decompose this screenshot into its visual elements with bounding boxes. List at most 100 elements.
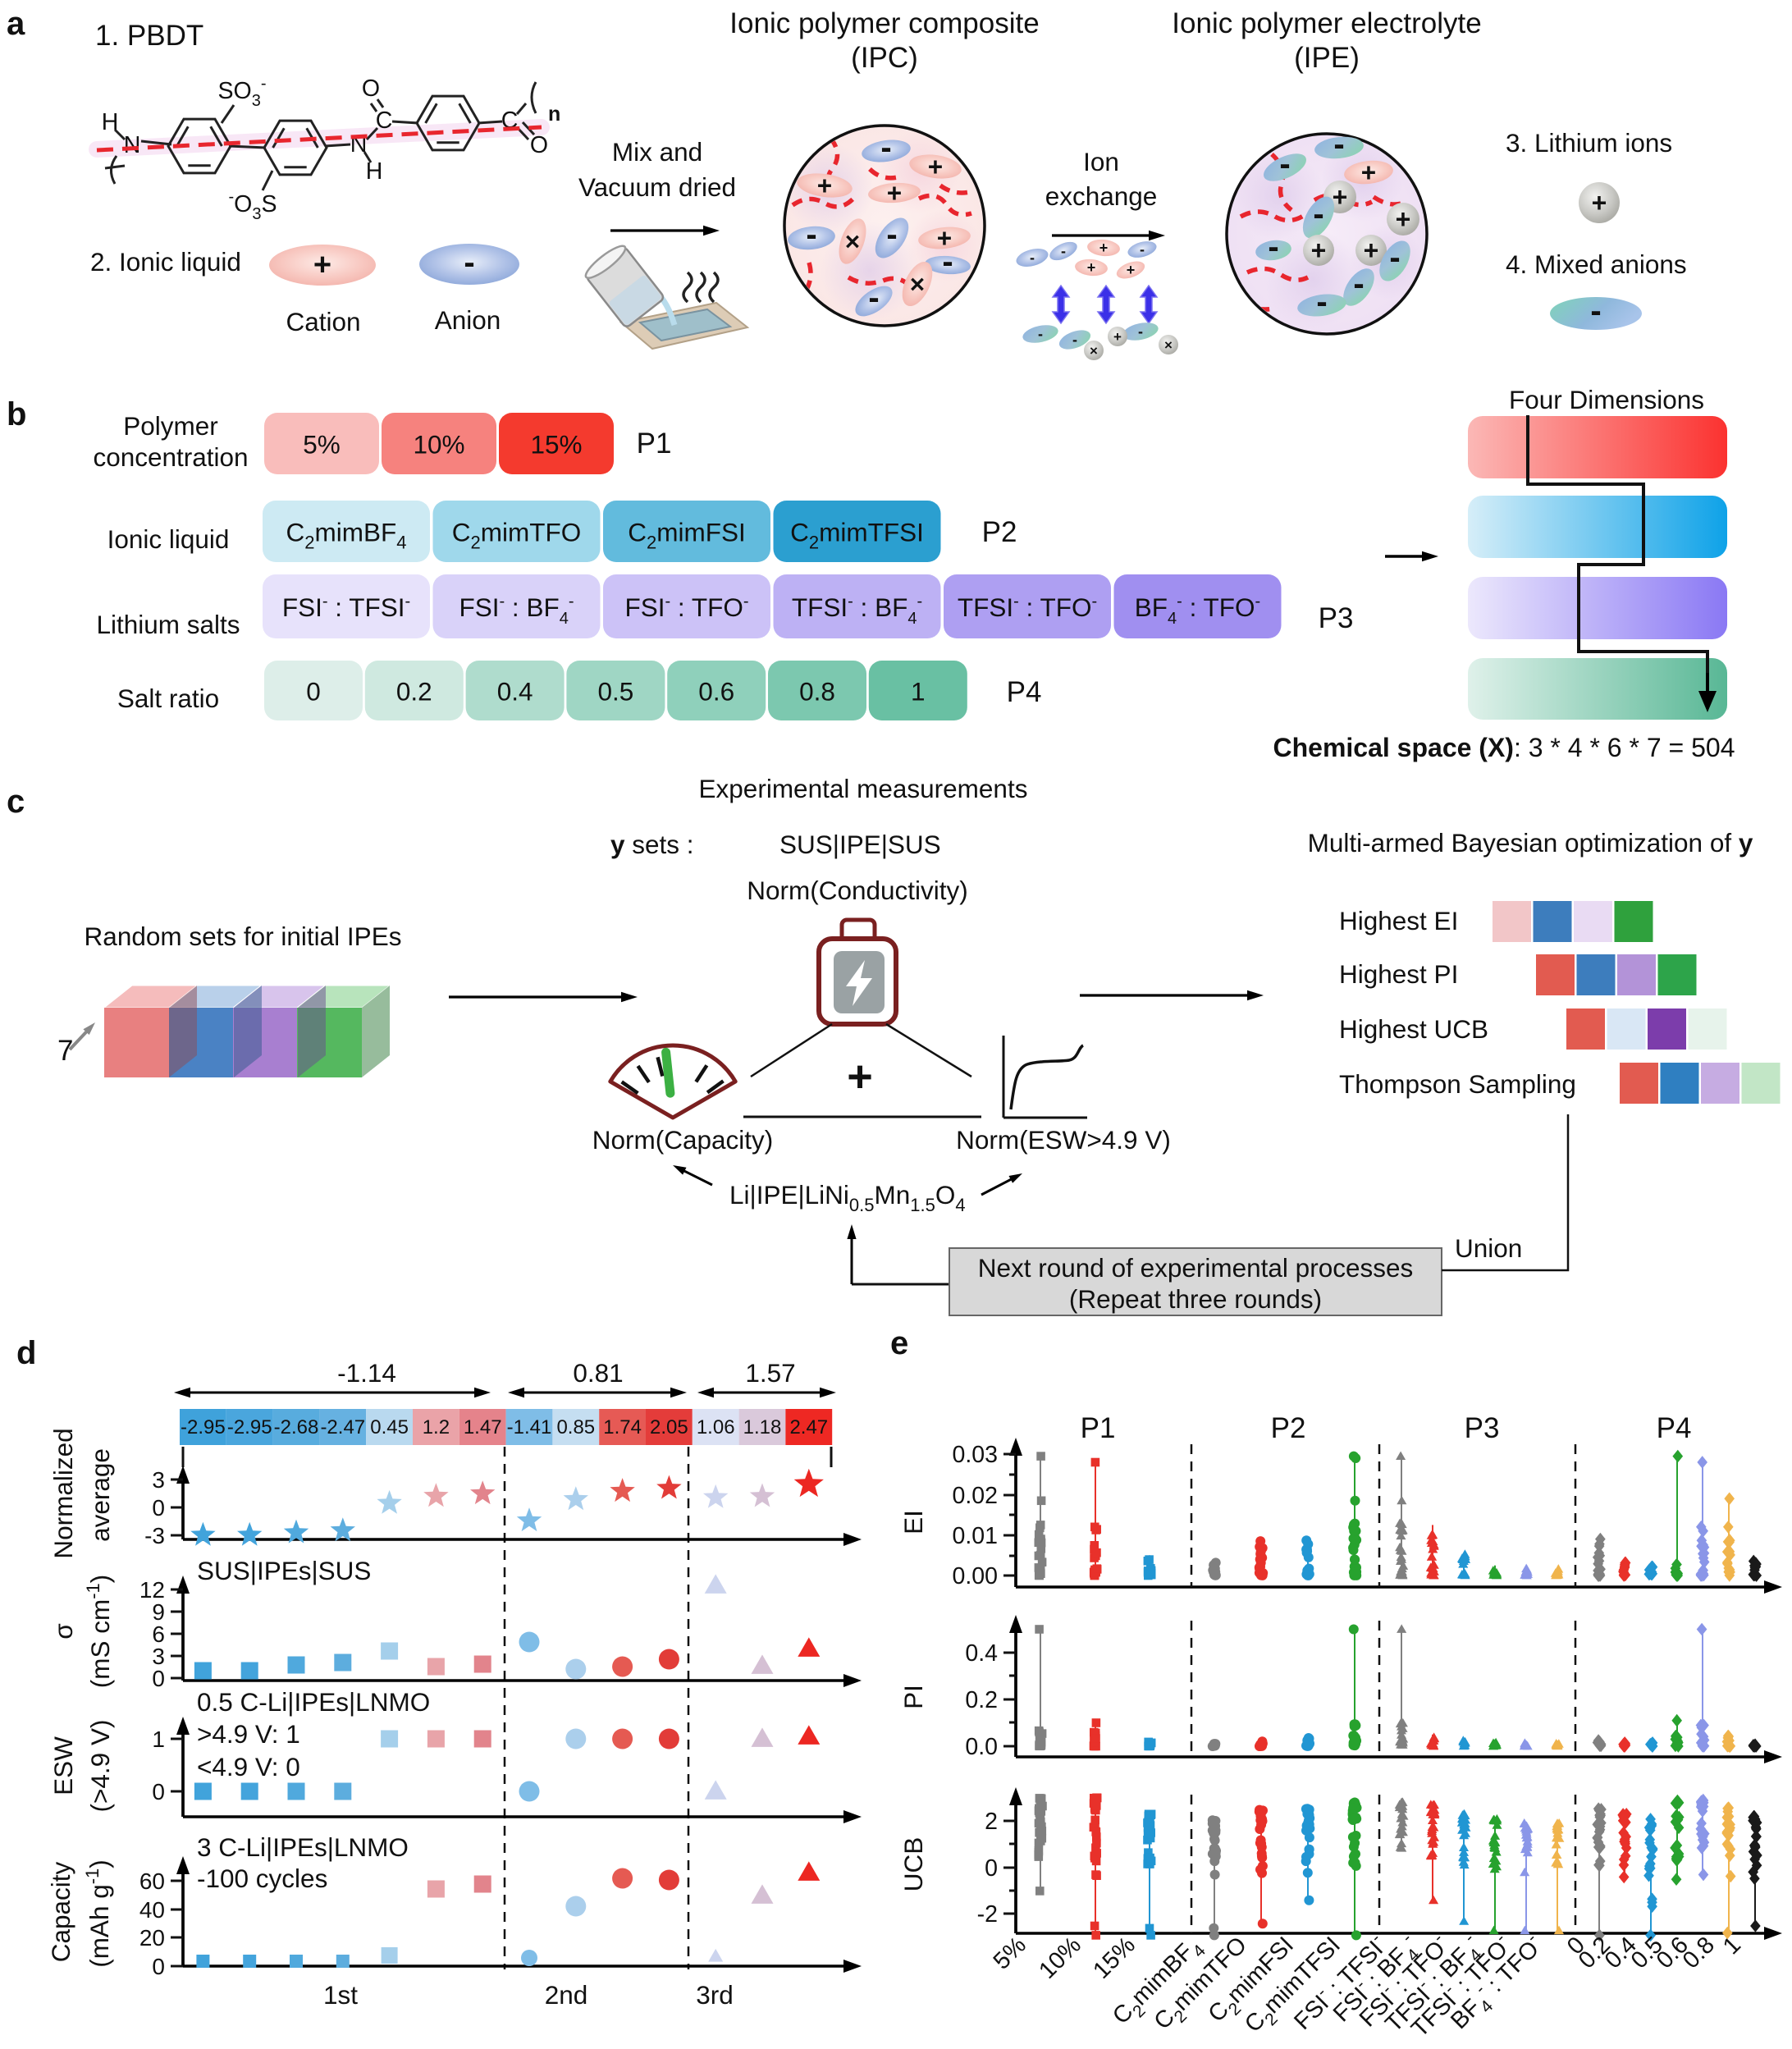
svg-text:0.85: 0.85 <box>556 1416 595 1438</box>
svg-text:-: - <box>464 245 474 281</box>
svg-text:+: + <box>1364 236 1379 265</box>
svg-text:-: - <box>1138 323 1143 340</box>
svg-text:+: + <box>1333 182 1348 212</box>
svg-text:1.2: 1.2 <box>423 1416 450 1438</box>
svg-text:Norm(Capacity): Norm(Capacity) <box>592 1125 774 1155</box>
svg-text:ESW: ESW <box>48 1736 78 1795</box>
svg-text:15%: 15% <box>530 430 582 460</box>
svg-text:-2.47: -2.47 <box>320 1416 365 1438</box>
svg-text:PI: PI <box>898 1685 928 1709</box>
svg-text:1.74: 1.74 <box>603 1416 642 1438</box>
svg-text:+: + <box>817 171 832 200</box>
svg-text:0.0: 0.0 <box>965 1734 998 1760</box>
svg-text:C2mimFSI: C2mimFSI <box>628 518 745 553</box>
svg-text:1.06: 1.06 <box>697 1416 735 1438</box>
svg-text:Ionic polymer electrolyte: Ionic polymer electrolyte <box>1172 7 1481 39</box>
svg-text:-2.95: -2.95 <box>181 1416 226 1438</box>
svg-text:0.03: 0.03 <box>953 1442 998 1468</box>
svg-text:0: 0 <box>152 1666 165 1691</box>
svg-text:3. Lithium ions: 3. Lithium ions <box>1506 128 1672 158</box>
svg-text:1. PBDT: 1. PBDT <box>95 20 203 52</box>
svg-text:0.2: 0.2 <box>965 1687 998 1713</box>
svg-text:-: - <box>942 244 953 280</box>
svg-text:1.18: 1.18 <box>743 1416 782 1438</box>
svg-text:-O3S: -O3S <box>229 188 277 223</box>
svg-text:3: 3 <box>152 1644 165 1669</box>
svg-text:O: O <box>530 132 548 158</box>
svg-text:-: - <box>806 217 816 253</box>
svg-text:0.6: 0.6 <box>698 677 734 707</box>
svg-text:3 C-Li|IPEs|LNMO: 3 C-Li|IPEs|LNMO <box>197 1832 409 1862</box>
svg-text:Experimental measurements: Experimental measurements <box>699 774 1028 803</box>
svg-text:0.2: 0.2 <box>396 677 432 707</box>
svg-text:×: × <box>1164 337 1173 353</box>
svg-text:Anion: Anion <box>435 305 501 335</box>
svg-text:FSI- : TFSI-: FSI- : TFSI- <box>282 592 410 622</box>
svg-text:-100 cycles: -100 cycles <box>197 1864 327 1893</box>
svg-text:+: + <box>887 178 902 208</box>
svg-text:(IPC): (IPC) <box>851 42 918 74</box>
svg-text:+: + <box>937 223 952 253</box>
svg-text:1st: 1st <box>323 1980 358 2010</box>
svg-text:Ion: Ion <box>1083 147 1119 176</box>
svg-text:exchange: exchange <box>1045 181 1158 211</box>
svg-text:60: 60 <box>139 1868 165 1894</box>
svg-text:(>4.9 V): (>4.9 V) <box>85 1720 115 1813</box>
svg-text:-: - <box>1316 284 1327 320</box>
svg-text:Random sets for initial IPEs: Random sets for initial IPEs <box>85 922 402 951</box>
svg-text:6: 6 <box>152 1621 165 1647</box>
svg-text:<4.9 V: 0: <4.9 V: 0 <box>197 1752 300 1781</box>
svg-text:+: + <box>1361 158 1376 187</box>
svg-text:UCB: UCB <box>898 1837 928 1892</box>
svg-text:2nd: 2nd <box>545 1980 588 2010</box>
svg-text:P1: P1 <box>637 428 672 460</box>
svg-text:-: - <box>880 130 891 166</box>
svg-text:10%: 10% <box>413 430 464 460</box>
svg-text:0.45: 0.45 <box>370 1416 409 1438</box>
svg-text:C2mimTFSI: C2mimTFSI <box>790 518 924 553</box>
svg-text:-: - <box>1268 229 1278 265</box>
svg-text:0: 0 <box>306 677 321 707</box>
svg-text:e: e <box>890 1325 908 1361</box>
svg-text:(mS cm-1): (mS cm-1) <box>83 1575 115 1689</box>
svg-text:(mAh g-1): (mAh g-1) <box>82 1859 114 1968</box>
svg-text:Highest EI: Highest EI <box>1339 906 1458 935</box>
svg-text:+: + <box>847 1052 873 1101</box>
svg-text:SUS|IPEs|SUS: SUS|IPEs|SUS <box>197 1556 371 1585</box>
svg-text:-: - <box>886 217 897 253</box>
svg-text:0.02: 0.02 <box>953 1483 998 1509</box>
svg-text:1: 1 <box>152 1727 165 1752</box>
svg-text:0.00: 0.00 <box>953 1563 998 1589</box>
svg-text:y sets :: y sets : <box>610 830 694 859</box>
svg-text:H: H <box>102 109 119 135</box>
svg-text:Norm(Conductivity): Norm(Conductivity) <box>747 876 968 905</box>
svg-text:-2.95: -2.95 <box>227 1416 272 1438</box>
svg-text:2. Ionic liquid: 2. Ionic liquid <box>90 247 241 277</box>
svg-text:P4: P4 <box>1657 1412 1692 1444</box>
svg-text:+: + <box>1087 259 1096 276</box>
svg-text:0.8: 0.8 <box>799 677 835 707</box>
svg-text:12: 12 <box>139 1577 165 1603</box>
svg-text:Multi-armed Bayesian optimizat: Multi-armed Bayesian optimization of y <box>1308 828 1753 858</box>
svg-text:-: - <box>1353 266 1364 302</box>
svg-text:9: 9 <box>152 1599 165 1625</box>
svg-text:C: C <box>376 107 393 134</box>
svg-text:P3: P3 <box>1319 602 1354 634</box>
svg-text:>4.9 V: 1: >4.9 V: 1 <box>197 1719 300 1749</box>
svg-text:+: + <box>1113 329 1122 345</box>
svg-text:C2mimTFO: C2mimTFO <box>452 518 581 553</box>
svg-text:1: 1 <box>911 677 926 707</box>
svg-text:a: a <box>7 6 25 42</box>
svg-text:Normalized: Normalized <box>48 1428 78 1558</box>
svg-text:-: - <box>1140 241 1145 258</box>
svg-text:-1.41: -1.41 <box>507 1416 552 1438</box>
svg-text:SUS|IPE|SUS: SUS|IPE|SUS <box>779 830 941 859</box>
svg-text:Norm(ESW>4.9 V): Norm(ESW>4.9 V) <box>956 1125 1171 1155</box>
svg-text:+: + <box>1592 188 1607 217</box>
svg-text:TFSI- : BF4-: TFSI- : BF4- <box>792 592 922 628</box>
svg-text:3rd: 3rd <box>696 1980 734 2010</box>
svg-text:Four Dimensions: Four Dimensions <box>1509 385 1704 414</box>
svg-text:EI: EI <box>898 1510 928 1534</box>
svg-text:FSI- : BF4-: FSI- : BF4- <box>459 592 574 628</box>
svg-text:×: × <box>910 269 925 299</box>
